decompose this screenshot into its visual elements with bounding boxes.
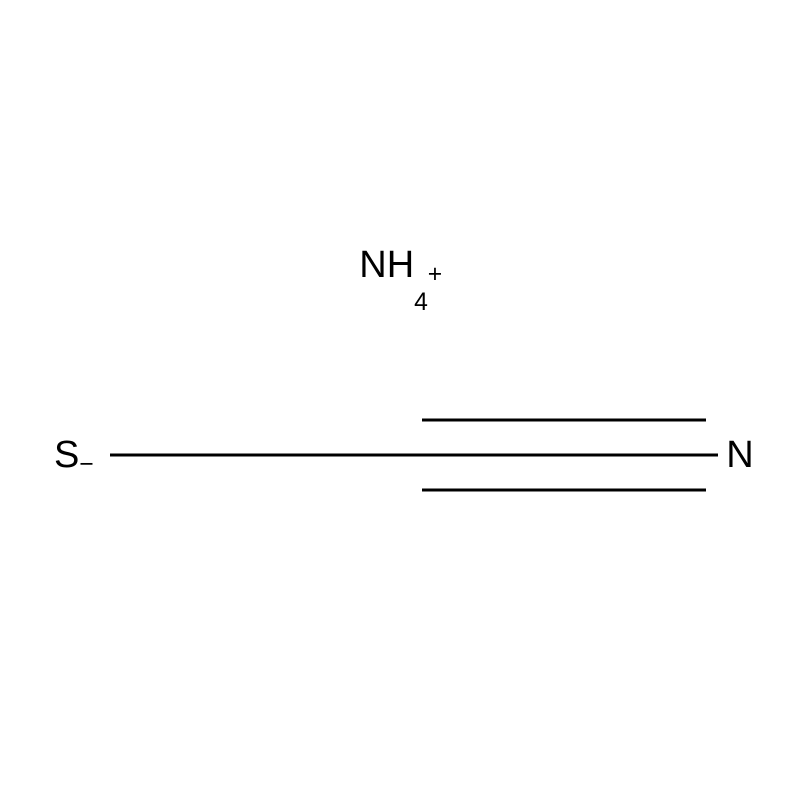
atom-n_right: N	[726, 436, 753, 474]
molecule-canvas: NH4+ S− N	[0, 0, 800, 800]
atom-s_minus: S−	[54, 436, 106, 474]
bond-layer	[0, 0, 800, 800]
atom-nh4: NH4+	[359, 246, 440, 284]
